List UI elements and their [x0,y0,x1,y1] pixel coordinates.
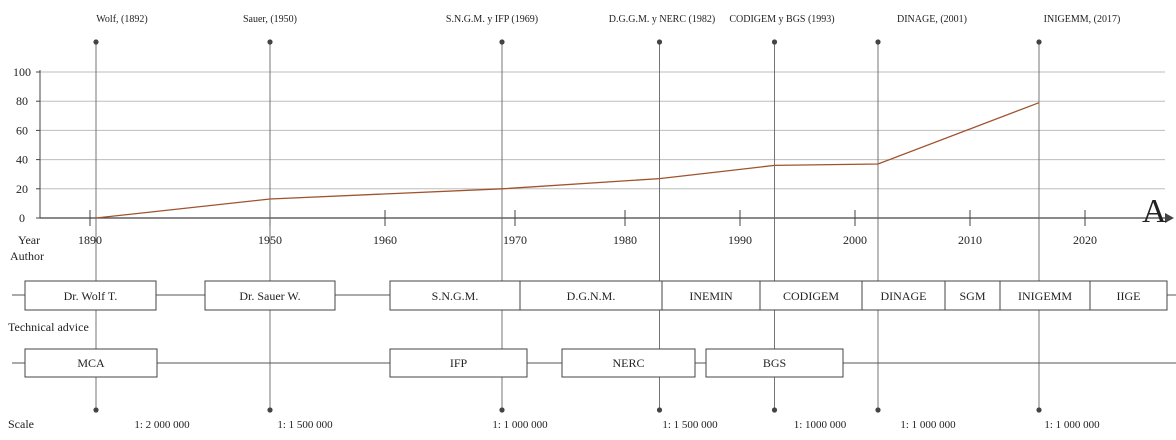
author-row: Dr. Wolf T. Dr. Sauer W. S.N.G.M. D.G.N.M. I… [12,281,1176,310]
edition-bottom-dot [499,407,504,412]
row-label-technical: Technical advice [8,320,89,334]
y-tick-label: 80 [16,94,28,108]
chart-series-line [96,103,1039,218]
edition-top-dot [1036,39,1041,44]
edition-scale: 1: 1 000 000 [492,419,548,431]
edition-label: INIGEMM, (2017) [1044,14,1121,25]
edition-label: D.G.G.M. y NERC (1982) [609,14,715,25]
y-tick-label: 0 [19,211,25,225]
x-tick-label: 1970 [503,233,527,247]
author-box-label: DINAGE [881,289,927,303]
chart-axes [40,70,1174,223]
author-box-label: IIGE [1117,289,1141,303]
author-box-label: CODIGEM [783,289,839,303]
author-box-label: Dr. Sauer W. [239,289,300,303]
edition-label: CODIGEM y BGS (1993) [729,14,834,25]
edition-scale: 1: 1 500 000 [277,419,333,431]
edition-label: Wolf, (1892) [96,14,147,25]
y-tick-label: 60 [16,123,28,137]
edition-scale: 1: 1 000 000 [900,419,956,431]
x-tick-label: 2000 [843,233,867,247]
edition-bottom-dot [267,407,272,412]
author-box-label: D.G.N.M. [567,289,616,303]
edition-bottom-dot [657,407,662,412]
author-box-label: INEMIN [689,289,733,303]
y-tick-labels: 0 20 40 60 80 100 [13,65,40,225]
edition-top-dot [875,39,880,44]
technical-box-label: BGS [763,356,786,370]
x-tick-label: 2010 [958,233,982,247]
x-tick-label: 1990 [728,233,752,247]
edition-bottom-dot [93,407,98,412]
edition-scale: 1: 2 000 000 [134,419,190,431]
edition-label: Sauer, (1950) [243,14,297,25]
author-box-label: S.N.G.M. [432,289,479,303]
edition-scale: 1: 1000 000 [794,419,847,431]
edition-bottom-dot [1036,407,1041,412]
y-tick-label: 20 [16,182,28,196]
chart-gridlines [40,72,1165,189]
author-box-label: Dr. Wolf T. [64,289,118,303]
edition-bottom-dot [875,407,880,412]
technical-box-label: MCA [77,356,105,370]
edition-bottom-dot [772,407,777,412]
edition-top-dot [93,39,98,44]
edition-top-dot [267,39,272,44]
x-tick-label: 1960 [373,233,397,247]
edition-top-dot [657,39,662,44]
x-tick-label: 2020 [1073,233,1097,247]
row-label-scale: Scale [8,417,34,431]
edition-scale: 1: 1 500 000 [662,419,718,431]
edition-top-dot [499,39,504,44]
x-tick-label: 1980 [613,233,637,247]
y-tick-label: 100 [13,65,31,79]
technical-advice-row: MCA IFP NERC BGS [12,349,1176,377]
edition-label: DINAGE, (2001) [897,14,967,25]
row-label-year: Year [18,233,40,247]
edition-top-dot [772,39,777,44]
panel-letter: A [1142,193,1167,230]
x-tick-label: 1890 [78,233,102,247]
row-label-author: Author [10,249,44,263]
technical-box-label: IFP [450,356,468,370]
author-box-label: SGM [959,289,985,303]
technical-box-label: NERC [612,356,644,370]
edition-label: S.N.G.M. y IFP (1969) [446,14,538,25]
y-tick-label: 40 [16,153,28,167]
author-box-label: INIGEMM [1018,289,1072,303]
edition-scale: 1: 1 000 000 [1044,419,1100,431]
